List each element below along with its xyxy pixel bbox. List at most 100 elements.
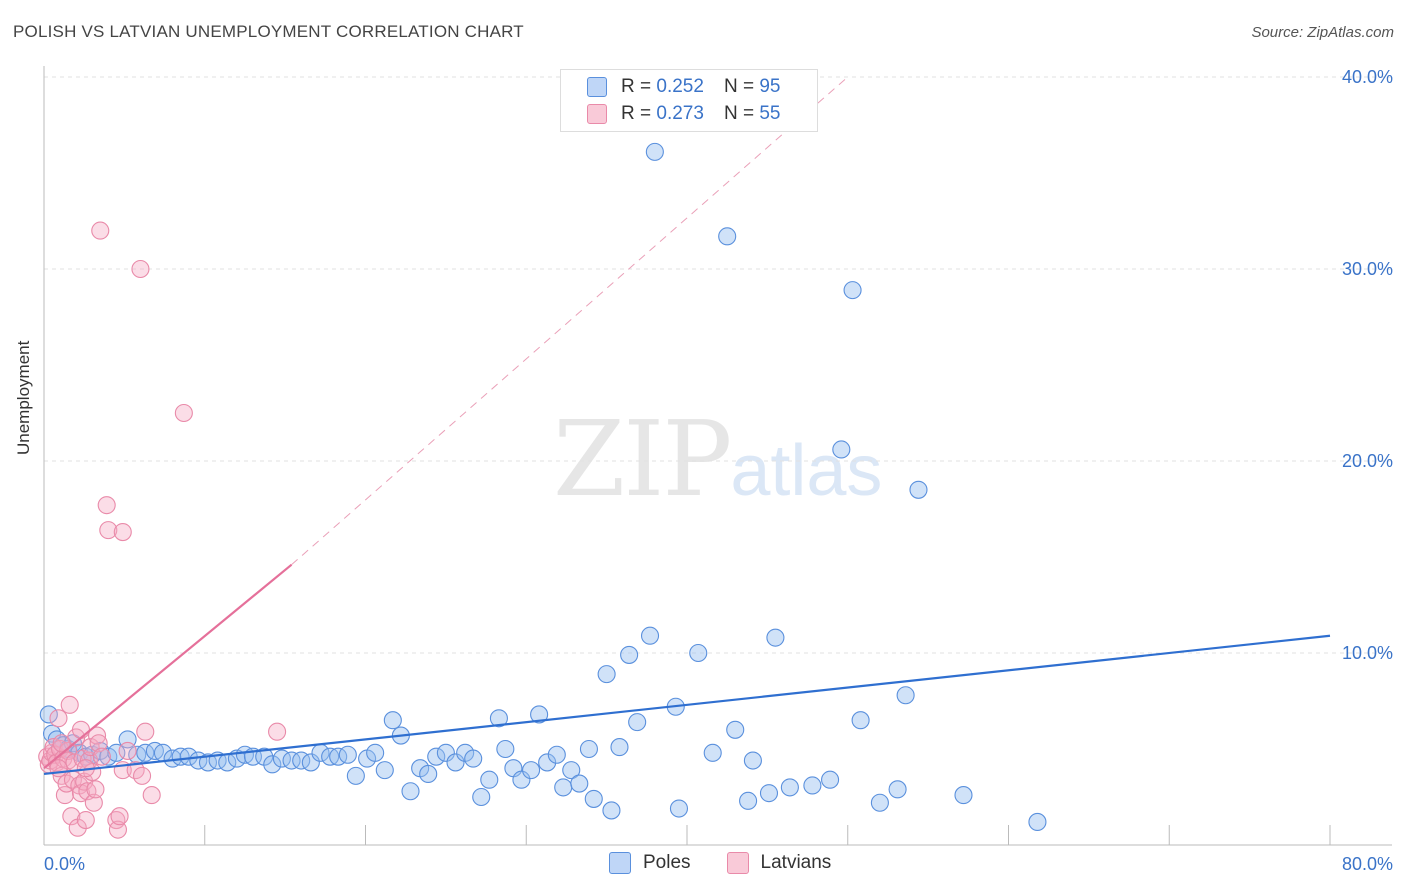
latvians-trend-line	[43, 563, 293, 770]
latvians-point	[174, 403, 193, 423]
latvians-r-value: 0.273	[656, 103, 704, 124]
latvians-point	[59, 741, 78, 760]
latvians-legend-label: Latvians	[760, 852, 832, 873]
poles-point	[401, 782, 420, 801]
poles-point	[42, 724, 62, 743]
poles-point	[562, 761, 581, 780]
poles-point	[263, 755, 282, 774]
poles-point	[896, 686, 915, 705]
latvians-point	[133, 766, 152, 785]
latvians-point	[49, 709, 68, 728]
poles-point	[301, 753, 320, 772]
latvians-legend-swatch	[726, 852, 749, 874]
poles-point	[39, 705, 58, 724]
poles-point	[689, 643, 708, 663]
poles-point	[554, 778, 573, 797]
latvians-point	[89, 734, 108, 753]
poles-point	[954, 786, 973, 805]
poles-point	[512, 770, 531, 789]
x-tick-label: 80.0%	[1342, 854, 1393, 874]
latvians-point	[99, 521, 118, 540]
correlation-legend: R = 0.252 N = 95 R = 0.273 N = 55	[560, 69, 818, 132]
y-tick-label: 30.0%	[1342, 259, 1393, 279]
poles-point	[743, 751, 762, 770]
source-credit: Source: ZipAtlas.com	[1251, 24, 1394, 41]
legend-item-latvians: Latvians	[726, 852, 832, 874]
poles-point	[851, 711, 870, 730]
latvians-point	[131, 259, 150, 279]
watermark-zip: ZIP	[553, 398, 732, 520]
poles-legend-label: Poles	[643, 852, 691, 873]
latvians-point	[110, 807, 129, 826]
latvians-point	[92, 747, 111, 766]
poles-point	[597, 665, 616, 684]
poles-point	[759, 784, 779, 803]
poles-point	[489, 709, 508, 728]
poles-point	[703, 743, 722, 762]
legend-row-latvians: R = 0.273 N = 55	[587, 102, 780, 126]
poles-point	[530, 705, 549, 724]
latvians-point	[91, 221, 110, 240]
poles-point	[464, 749, 483, 768]
latvians-point	[136, 722, 155, 741]
poles-point	[766, 628, 785, 647]
poles-point	[366, 743, 385, 762]
poles-point	[427, 747, 446, 766]
y-tick-label: 10.0%	[1342, 643, 1393, 663]
poles-point	[628, 713, 647, 732]
series-legend: Poles Latvians	[609, 852, 867, 874]
poles-point	[669, 799, 689, 818]
latvians-point	[108, 820, 127, 839]
latvians-n-value: 55	[759, 103, 781, 124]
x-tick-label: 0.0%	[44, 854, 85, 874]
poles-point	[282, 751, 301, 770]
r-label: R =	[621, 103, 652, 124]
poles-point	[909, 480, 928, 499]
poles-point	[480, 770, 499, 789]
poles-point	[1028, 812, 1047, 832]
poles-point	[640, 626, 660, 645]
poles-n-value: 95	[759, 76, 781, 97]
poles-swatch	[587, 77, 607, 97]
poles-point	[547, 745, 566, 764]
latvians-point	[84, 793, 103, 812]
watermark: ZIPatlas	[553, 398, 882, 520]
legend-item-poles: Poles	[609, 852, 691, 874]
poles-point	[803, 776, 822, 795]
poles-point	[383, 711, 402, 730]
poles-point	[522, 761, 541, 780]
y-tick-label: 20.0%	[1342, 451, 1393, 471]
poles-point	[870, 793, 889, 812]
latvians-point	[118, 741, 137, 760]
poles-point	[107, 743, 126, 762]
latvians-trend-extension	[291, 76, 849, 566]
poles-point	[832, 440, 851, 459]
latvians-point	[52, 734, 71, 753]
latvians-point	[86, 780, 105, 799]
legend-row-poles: R = 0.252 N = 95	[587, 75, 780, 99]
poles-point	[645, 142, 664, 161]
latvians-swatch	[587, 104, 607, 124]
poles-point	[602, 801, 621, 820]
latvians-point	[268, 722, 287, 741]
poles-point	[496, 739, 515, 759]
poles-point	[446, 753, 465, 772]
poles-point	[888, 780, 907, 799]
latvians-point	[87, 726, 107, 745]
poles-point	[375, 761, 394, 780]
latvians-point	[55, 786, 74, 805]
poles-point	[338, 745, 357, 764]
latvians-point	[59, 751, 78, 770]
poles-point	[843, 281, 862, 300]
poles-point	[739, 791, 758, 810]
poles-point	[579, 739, 598, 759]
poles-legend-swatch	[609, 852, 631, 874]
poles-point	[620, 645, 639, 664]
poles-point	[780, 778, 799, 797]
n-label: N =	[723, 76, 755, 97]
latvians-point	[142, 786, 161, 805]
poles-point	[538, 753, 557, 772]
latvians-point	[113, 522, 132, 542]
latvians-point	[97, 496, 116, 515]
watermark-atlas: atlas	[730, 431, 883, 511]
